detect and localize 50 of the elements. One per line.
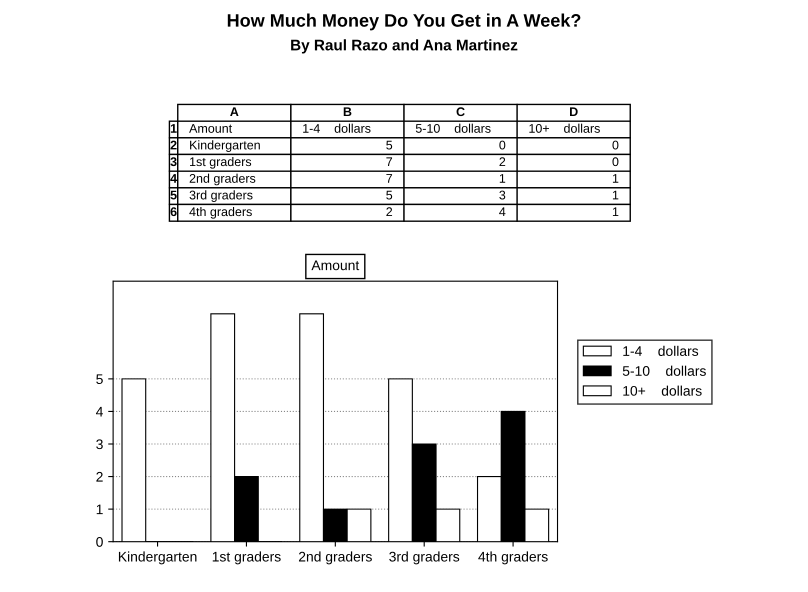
y-tick-label: 0 [96, 537, 103, 547]
text: 2 [499, 157, 506, 166]
legend-label: 5-10 dollars [622, 366, 706, 376]
legend-label: 10+ dollars [623, 386, 702, 396]
text: 1 [612, 207, 618, 216]
text: 1 [612, 190, 618, 200]
y-tick-label: 3 [96, 439, 103, 450]
category-label: 4th graders [189, 206, 252, 219]
y-tick-label: 5 [96, 374, 103, 384]
text: D [570, 107, 578, 116]
x-tick-label: 4th graders [478, 551, 548, 564]
text: 4 [499, 207, 506, 216]
x-tick-label: 1st graders [212, 551, 281, 564]
y-tick-label: 4 [96, 406, 103, 416]
x-tick-label: 3rd graders [389, 551, 460, 564]
y-tick-label: 1 [96, 504, 103, 514]
text: 0 [612, 157, 618, 166]
text: 4 [170, 174, 177, 183]
text: 1 [500, 174, 506, 183]
text: 5-10 dollars [416, 124, 491, 133]
category-label: Kindergarten [190, 140, 260, 152]
text: A [230, 107, 239, 116]
text: 1-4 dollars [303, 124, 371, 133]
text: 6 [170, 207, 177, 216]
x-tick-label: 2nd graders [298, 551, 372, 564]
text: 5 [386, 190, 392, 200]
text: 1 [170, 124, 177, 133]
legend-label: 1-4 dollars [623, 346, 698, 356]
text: 0 [499, 140, 506, 150]
text: 3 [170, 157, 177, 166]
text: B [344, 107, 352, 116]
text: C [456, 107, 465, 116]
category-label: 2nd graders [190, 174, 256, 186]
chart-subtitle: How Much Money Do You Get in A Week? By Raul Razo and Ana Martinez [228, 14, 580, 54]
category-label: 3rd graders [190, 190, 253, 202]
text: 5 [170, 190, 177, 200]
text: 2 [170, 140, 177, 150]
text: 7 [386, 174, 392, 183]
chart-title: Amount [311, 260, 360, 270]
text: 5 [386, 140, 392, 150]
x-tick-label: Kindergarten [118, 551, 196, 564]
text: 2 [386, 207, 392, 216]
category-label: 1st graders [190, 156, 252, 169]
text: 1 [612, 174, 618, 183]
text: 0 [612, 140, 618, 150]
text: 7 [386, 157, 392, 166]
chart-title: Amount [189, 124, 232, 133]
y-tick-label: 2 [96, 472, 103, 482]
text: 10+ dollars [529, 124, 600, 133]
text: 3 [499, 190, 506, 200]
